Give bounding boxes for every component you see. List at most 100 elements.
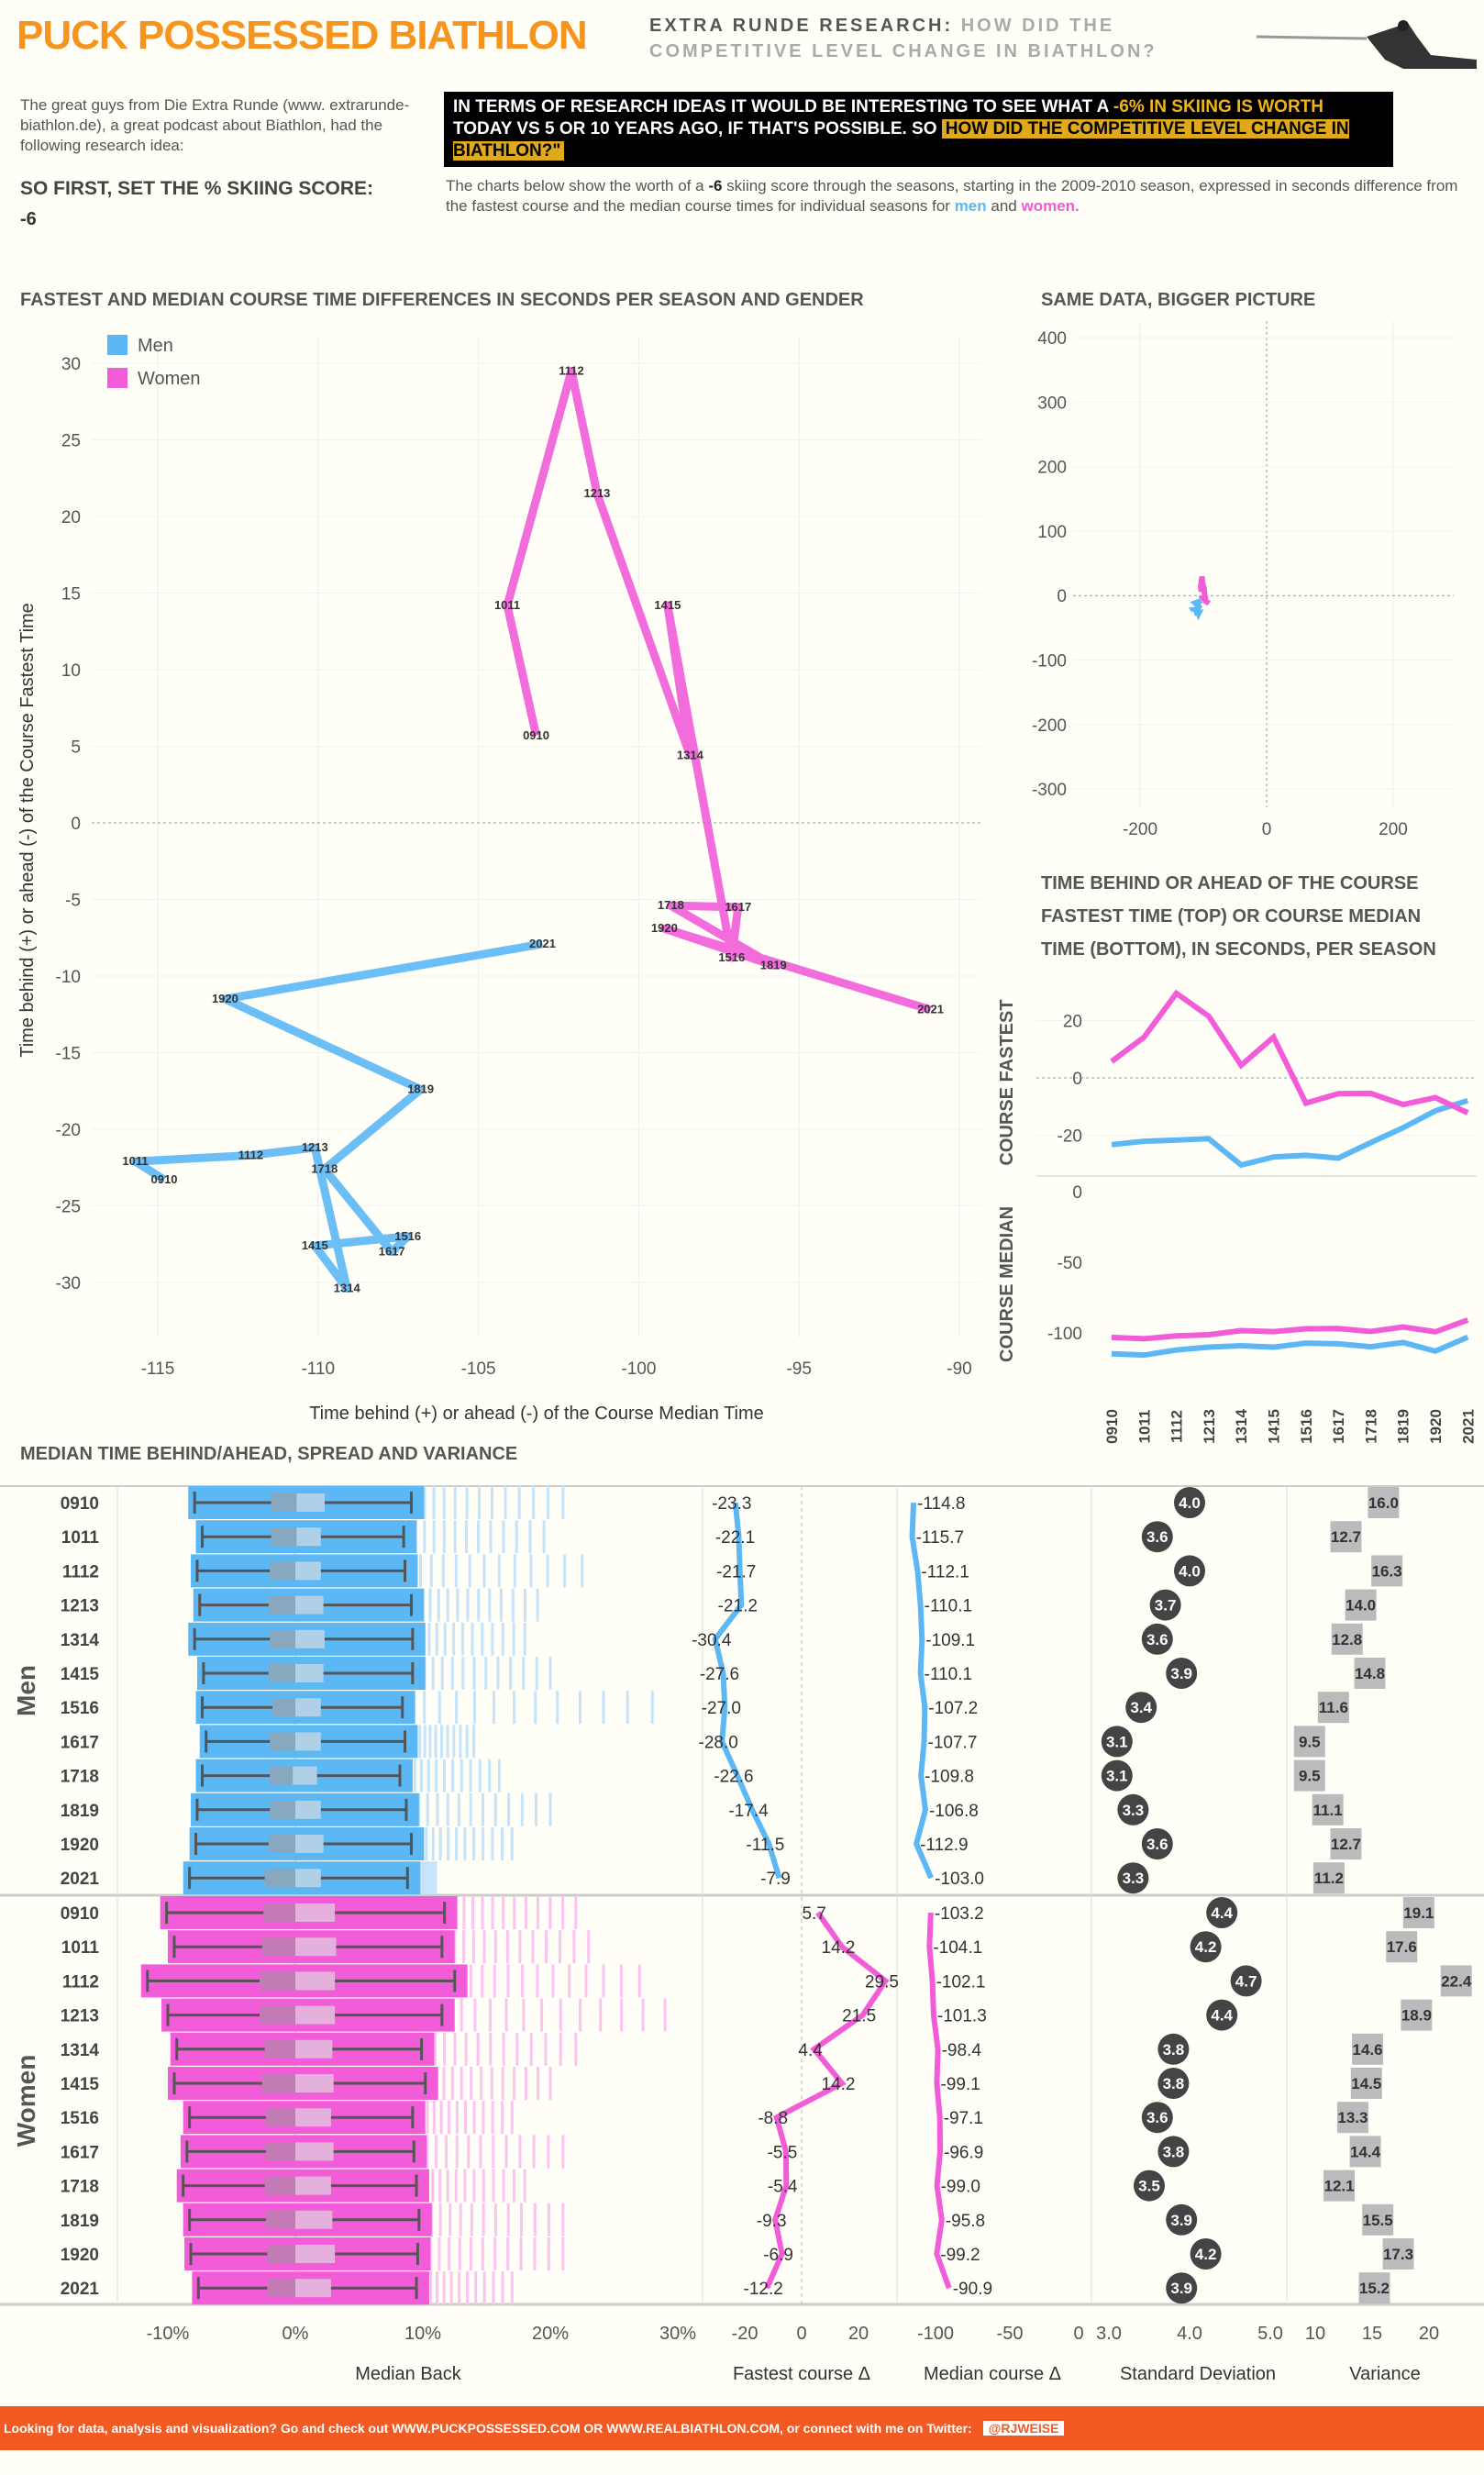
season-chart-title: TIME BEHIND OR AHEAD OF THE COURSE FASTE… [1041,873,1436,960]
twitter-link[interactable]: @RJWEISE [982,2421,1065,2436]
box-upper [295,2176,331,2195]
row-label: 1415 [61,1665,100,1684]
sd-dot [1230,1965,1262,1997]
legend-swatch-women [107,368,127,388]
fastest-delta-value: -27.0 [702,1699,741,1718]
skiing-score-value[interactable]: -6 [20,209,37,229]
women-median-line [1111,1317,1469,1342]
box-lower [260,1971,295,1991]
season-label: 1112 [1168,1410,1186,1443]
row-label: 1213 [61,2007,99,2026]
row-label: 1314 [61,1631,100,1650]
subtitle-light-2: COMPETITIVE LEVEL CHANGE IN BIATHLON? [649,41,1157,61]
box-lower [260,2005,295,2025]
variance-marker [1371,1555,1403,1587]
tick-label: 300 [1037,394,1067,413]
footer-text: Looking for data, analysis and visualiza… [4,2421,972,2436]
tick-label: 0 [796,2324,806,2344]
sd-dot [1174,1555,1205,1587]
sd-value: 3.5 [1138,2178,1160,2195]
variance-marker [1401,1999,1433,2031]
sd-value: 3.4 [1130,1699,1152,1716]
men-fastest-delta-line [712,1502,782,1880]
variance-value: 11.6 [1319,1699,1348,1716]
subtitle-bold: EXTRA RUNDE RESEARCH: [649,16,954,36]
tick-label: 200 [1379,820,1408,839]
fastest-delta-value: -28.0 [699,1733,738,1752]
men-point-label: 2021 [529,937,556,950]
row-label: 1920 [61,2246,99,2265]
women-point-label: 1516 [718,950,745,964]
box-upper [295,1800,321,1819]
median-delta-value: -107.2 [928,1699,978,1718]
desc-part: The charts below show the worth of a [446,177,709,194]
variance-value: 17.6 [1387,1938,1417,1956]
variance-marker [1323,2170,1356,2202]
row-label: 2021 [61,1870,100,1889]
variance-value: 9.5 [1299,1733,1321,1750]
median-delta-value: -99.1 [940,2075,980,2094]
women-point-label: 1415 [654,598,681,612]
season-label: 1213 [1201,1409,1218,1444]
x-axis-title: Time behind (+) or ahead (-) of the Cour… [309,1404,764,1424]
season-label: 1516 [1298,1409,1315,1444]
tick-label: 0 [1072,1070,1082,1089]
variance-marker [1352,2033,1384,2065]
tick-label: -100 [1047,1325,1082,1344]
box-upper [295,1869,321,1888]
box-upper [295,2108,331,2127]
sd-value: 3.3 [1123,1802,1145,1819]
box-upper [295,1732,321,1751]
variance-marker [1345,1589,1377,1621]
row-label: 1819 [61,1802,99,1821]
box-lower [270,1732,295,1751]
box-upper [295,1698,321,1717]
row-label: 1011 [61,1938,100,1958]
sd-value: 4.2 [1195,1938,1217,1956]
legend-label-women: Women [138,369,201,389]
group-label-men: Men [12,1665,40,1716]
tick-label: 5.0 [1257,2324,1283,2344]
variance-value: 12.1 [1323,2178,1354,2195]
variance-value: 16.3 [1372,1562,1402,1580]
box-lower [266,2108,295,2127]
fastest-delta-value: -17.4 [728,1802,769,1821]
median-delta-value: -112.9 [920,1836,968,1855]
tick-label: 20% [532,2324,569,2344]
women-point-label: 1819 [760,958,787,971]
sd-dot [1149,1589,1181,1621]
season-label: 1011 [1135,1410,1153,1444]
fastest-delta-value: -22.6 [714,1768,753,1787]
tick-label: -100 [1032,652,1067,671]
box-upper [295,2210,333,2229]
column-title: Variance [1349,2364,1420,2384]
variance-value: 14.5 [1351,2075,1381,2092]
variance-marker [1362,2203,1394,2236]
women-point-label: 1314 [677,749,704,762]
sd-value: 3.6 [1146,1631,1168,1648]
desc-part: skiing score through the seasons, starti… [446,177,1458,215]
variance-marker [1349,2136,1381,2168]
season-label: 1718 [1362,1409,1379,1444]
sd-dot [1174,1487,1205,1518]
desc-women: women. [1021,197,1080,215]
tick-label: 5 [71,738,81,758]
women-overview-line [1198,576,1211,606]
charts-canvas: -115 -110 -105 -100 -95 -90 30 25 20 15 10 5 0 -5 -10 -… [0,321,1484,2384]
men-overview-line [1188,597,1204,621]
men-trajectory-line [131,939,544,1293]
tick-label: 20 [1063,1013,1082,1032]
desc-score: -6 [708,177,723,194]
row-label: 1011 [61,1528,100,1548]
women-point-label: 1112 [559,363,584,377]
fastest-delta-value: -9.3 [757,2212,787,2231]
sd-dot [1190,2238,1222,2270]
box-upper [295,1629,325,1648]
box-upper [295,1835,324,1853]
fastest-delta-value: -7.9 [760,1870,791,1889]
box-upper [295,2005,336,2025]
row-label: 1112 [62,1562,99,1582]
box-lower [266,2210,295,2229]
men-median-delta-line [909,1502,934,1880]
tick-label: -10 [56,968,81,987]
